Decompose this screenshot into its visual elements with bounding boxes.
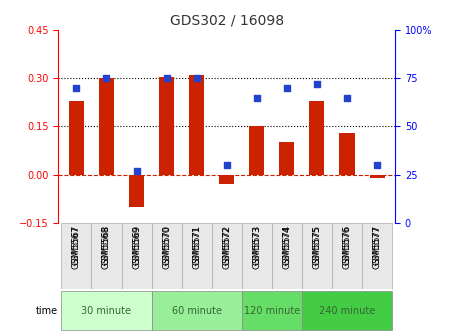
FancyBboxPatch shape (362, 223, 392, 289)
Text: 30 minute: 30 minute (81, 306, 132, 316)
Text: GSM5572: GSM5572 (222, 225, 231, 265)
Text: GSM5567: GSM5567 (72, 226, 81, 269)
FancyBboxPatch shape (62, 223, 92, 289)
Text: GSM5574: GSM5574 (282, 225, 291, 265)
Point (283, 85, 291, 91)
Title: GDS302 / 16098: GDS302 / 16098 (170, 14, 284, 28)
Text: GSM5569: GSM5569 (132, 226, 141, 269)
Bar (249, 126, 264, 175)
Point (253, 95, 260, 100)
FancyBboxPatch shape (122, 223, 152, 289)
Point (133, 168, 140, 173)
FancyBboxPatch shape (182, 223, 212, 289)
FancyBboxPatch shape (152, 291, 242, 330)
Point (313, 81, 321, 87)
Bar (370, 175, 385, 178)
Bar (189, 75, 204, 175)
FancyBboxPatch shape (62, 291, 152, 330)
Bar (129, 175, 144, 207)
FancyBboxPatch shape (212, 223, 242, 289)
Text: GSM5568: GSM5568 (102, 225, 111, 265)
Bar (279, 142, 295, 175)
Point (103, 76, 110, 81)
Point (73, 85, 80, 91)
Point (163, 76, 170, 81)
Text: GSM5569: GSM5569 (132, 225, 141, 265)
FancyBboxPatch shape (242, 223, 272, 289)
Bar (219, 175, 234, 184)
Bar (99, 78, 114, 175)
Text: GSM5574: GSM5574 (282, 226, 291, 269)
FancyBboxPatch shape (152, 223, 182, 289)
Text: GSM5567: GSM5567 (72, 225, 81, 265)
Text: GSM5572: GSM5572 (222, 226, 231, 269)
Text: GSM5571: GSM5571 (192, 226, 201, 269)
Text: GSM5570: GSM5570 (162, 225, 171, 265)
Text: time: time (36, 306, 58, 316)
Text: 120 minute: 120 minute (244, 306, 300, 316)
FancyBboxPatch shape (242, 291, 302, 330)
FancyBboxPatch shape (302, 291, 392, 330)
FancyBboxPatch shape (302, 223, 332, 289)
Bar (159, 77, 174, 175)
Text: GSM5571: GSM5571 (192, 225, 201, 265)
Bar (339, 133, 355, 175)
Point (193, 76, 200, 81)
Text: GSM5577: GSM5577 (373, 226, 382, 269)
Point (343, 95, 351, 100)
Text: 240 minute: 240 minute (319, 306, 375, 316)
Bar (309, 101, 325, 175)
Bar (69, 101, 84, 175)
Text: GSM5575: GSM5575 (313, 226, 321, 269)
FancyBboxPatch shape (92, 223, 122, 289)
Text: GSM5576: GSM5576 (343, 226, 352, 269)
Text: GSM5573: GSM5573 (252, 226, 261, 269)
Text: GSM5570: GSM5570 (162, 226, 171, 269)
FancyBboxPatch shape (272, 223, 302, 289)
Text: GSM5576: GSM5576 (343, 225, 352, 265)
Text: 60 minute: 60 minute (172, 306, 222, 316)
Text: GSM5577: GSM5577 (373, 225, 382, 265)
Text: GSM5575: GSM5575 (313, 225, 321, 265)
Text: GSM5568: GSM5568 (102, 226, 111, 269)
Point (223, 162, 230, 168)
Text: GSM5573: GSM5573 (252, 225, 261, 265)
FancyBboxPatch shape (332, 223, 362, 289)
Point (374, 162, 381, 168)
